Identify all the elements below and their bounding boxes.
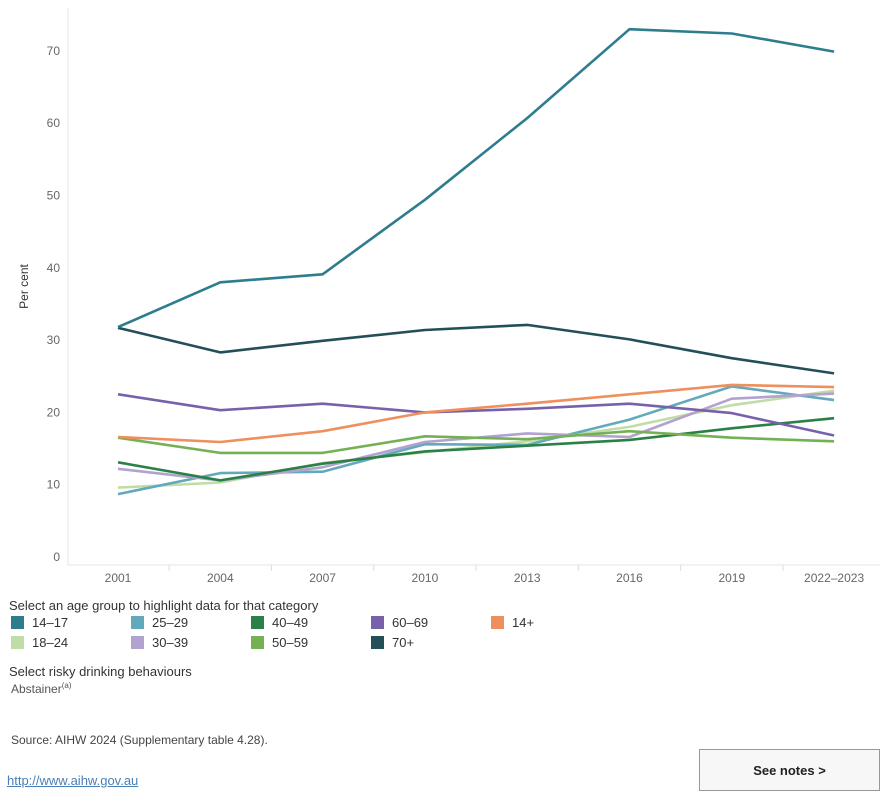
x-tick-label: 2016	[616, 571, 643, 585]
legend-label: 14–17	[32, 615, 69, 630]
y-tick-label: 0	[53, 550, 60, 564]
series-line-14–17	[117, 27, 835, 329]
series-line-60–69	[117, 393, 835, 437]
legend-label: 40–49	[272, 615, 309, 630]
legend-swatch	[11, 616, 24, 629]
legend-swatch	[131, 636, 144, 649]
filter-selected-value[interactable]: Abstainer(a)	[11, 681, 71, 696]
legend-label: 14+	[512, 615, 535, 630]
filter-value-note: (a)	[61, 681, 72, 690]
y-tick-label: 50	[47, 189, 61, 203]
x-tick-label: 2022–2023	[804, 571, 864, 585]
legend-label: 50–59	[272, 635, 309, 650]
legend-item[interactable]: 14+	[491, 615, 534, 630]
legend-item[interactable]: 14–17	[11, 615, 68, 630]
y-axis-title: Per cent	[17, 263, 31, 308]
legend-item[interactable]: 60–69	[371, 615, 428, 630]
legend-label: 18–24	[32, 635, 69, 650]
y-tick-label: 10	[47, 478, 61, 492]
series-line-40–49	[117, 416, 835, 482]
series-line-50–59	[117, 429, 835, 455]
series-line-70+	[117, 323, 835, 375]
y-tick-label: 60	[47, 116, 61, 130]
legend-swatch	[131, 616, 144, 629]
series-line-14+	[117, 383, 835, 444]
legend-item[interactable]: 30–39	[131, 635, 188, 650]
legend-label: 25–29	[152, 615, 189, 630]
aihw-link[interactable]: http://www.aihw.gov.au	[7, 773, 139, 788]
y-tick-label: 70	[47, 44, 61, 58]
line-chart: 0 10 20 30 40 50 60 70 2001 2004 2007 2010 2013 2016 2…	[17, 8, 880, 585]
x-tick-label: 2019	[718, 571, 745, 585]
legend-item[interactable]: 18–24	[11, 635, 68, 650]
legend-label: 60–69	[392, 615, 429, 630]
legend-label: 70+	[392, 635, 415, 650]
legend-item[interactable]: 70+	[371, 635, 414, 650]
legend-swatch	[251, 636, 264, 649]
series-line-25–29	[117, 385, 835, 496]
legend-item[interactable]: 40–49	[251, 615, 308, 630]
legend-title: Select an age group to highlight data fo…	[9, 598, 319, 613]
source-note: Source: AIHW 2024 (Supplementary table 4…	[11, 733, 268, 747]
legend-label: 30–39	[152, 635, 189, 650]
filter-title: Select risky drinking behaviours	[9, 664, 192, 679]
filter-value-text: Abstainer	[11, 682, 62, 696]
legend-swatch	[11, 636, 24, 649]
legend-item[interactable]: 50–59	[251, 635, 308, 650]
legend-swatch	[251, 616, 264, 629]
x-tick-label: 2013	[514, 571, 541, 585]
legend-swatch	[371, 636, 384, 649]
x-tick-label: 2004	[207, 571, 234, 585]
legend-item[interactable]: 25–29	[131, 615, 188, 630]
y-tick-label: 30	[47, 333, 61, 347]
legend-swatch	[371, 616, 384, 629]
y-tick-label: 40	[47, 261, 61, 275]
x-tick-label: 2001	[105, 571, 132, 585]
x-tick-label: 2010	[412, 571, 439, 585]
see-notes-button[interactable]: See notes >	[699, 749, 880, 791]
x-tick-label: 2007	[309, 571, 336, 585]
y-tick-label: 20	[47, 405, 61, 419]
legend-swatch	[491, 616, 504, 629]
